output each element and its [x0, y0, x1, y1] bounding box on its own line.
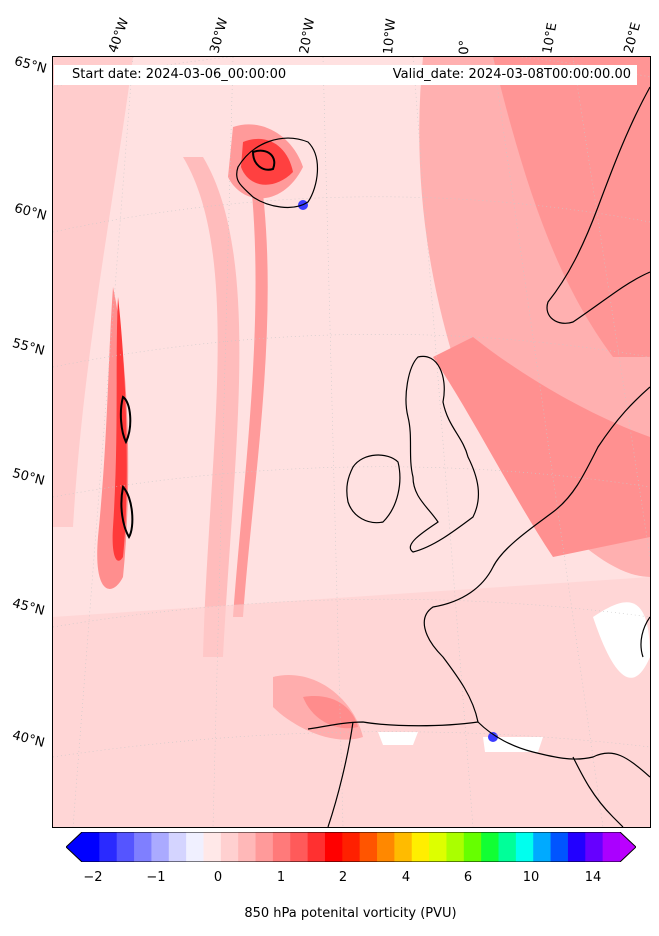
colorbar-segment — [82, 832, 100, 862]
colorbar-segment — [585, 832, 604, 862]
lat-label-45n: 45°N — [10, 596, 47, 619]
colorbar-segment — [220, 832, 239, 862]
colorbar-tick-2: 2 — [338, 870, 348, 885]
colorbar-segment — [411, 832, 430, 862]
info-bar: Start date: 2024-03-06_00:00:00 Valid_da… — [54, 65, 637, 85]
colorbar-segment — [342, 832, 361, 862]
lon-label-20e: 20°E — [621, 20, 645, 55]
lat-label-50n: 50°N — [10, 466, 47, 489]
colorbar-segment — [533, 832, 552, 862]
colorbar-segment — [324, 832, 343, 862]
colorbar-segment — [99, 832, 118, 862]
colorbar-segment — [238, 832, 257, 862]
lon-label-10w: 10°W — [381, 17, 400, 55]
lon-label-30w: 30°W — [207, 16, 232, 55]
colorbar-title: 850 hPa potenital vorticity (PVU) — [244, 906, 457, 921]
colorbar-tick-6: 6 — [463, 870, 473, 885]
colorbar-segment — [255, 832, 274, 862]
colorbar-segment — [186, 832, 204, 862]
colorbar-segment — [602, 832, 621, 862]
colorbar-tick-14: 14 — [584, 870, 602, 885]
colorbar-segment — [550, 832, 569, 862]
colorbar-segment — [134, 832, 152, 862]
colorbar-segment — [307, 832, 326, 862]
colorbar-segment — [377, 832, 395, 862]
colorbar-segment — [515, 832, 534, 862]
colorbar-tick-m2: −2 — [83, 870, 103, 885]
colorbar-tick-10: 10 — [522, 870, 540, 885]
colorbar-tick-1: 1 — [276, 870, 286, 885]
colorbar-segment — [567, 832, 586, 862]
colorbar-segment — [481, 832, 500, 862]
start-date: Start date: 2024-03-06_00:00:00 — [72, 67, 287, 82]
lat-label-40n: 40°N — [10, 728, 47, 751]
valid-date: Valid_date: 2024-03-08T00:00:00.00 — [392, 67, 631, 82]
map-field — [53, 57, 650, 827]
colorbar-segment — [116, 832, 135, 862]
lon-label-40w: 40°W — [105, 16, 133, 55]
lon-label-20w: 20°W — [297, 17, 319, 55]
lon-label-0: 0° — [457, 39, 473, 55]
lat-label-55n: 55°N — [10, 336, 47, 359]
colorbar-extend-low — [66, 832, 82, 862]
colorbar-segment — [498, 832, 517, 862]
colorbar-segment — [151, 832, 170, 862]
lon-label-10e: 10°E — [540, 21, 561, 56]
colorbar-segment — [446, 832, 465, 862]
map-frame — [52, 56, 651, 828]
colorbar-segment — [394, 832, 413, 862]
colorbar-tick-0: 0 — [213, 870, 223, 885]
colorbar-segment — [359, 832, 378, 862]
colorbar — [66, 832, 636, 862]
colorbar-tick-4: 4 — [401, 870, 411, 885]
colorbar-segment — [463, 832, 482, 862]
colorbar-tick-m1: −1 — [146, 870, 166, 885]
colorbar-segment — [290, 832, 309, 862]
colorbar-segment — [203, 832, 222, 862]
colorbar-extend-high — [620, 832, 636, 862]
lat-label-60n: 60°N — [12, 201, 49, 224]
colorbar-segment — [168, 832, 187, 862]
lat-label-65n: 65°N — [12, 54, 49, 77]
colorbar-segment — [429, 832, 447, 862]
colorbar-segment — [272, 832, 291, 862]
